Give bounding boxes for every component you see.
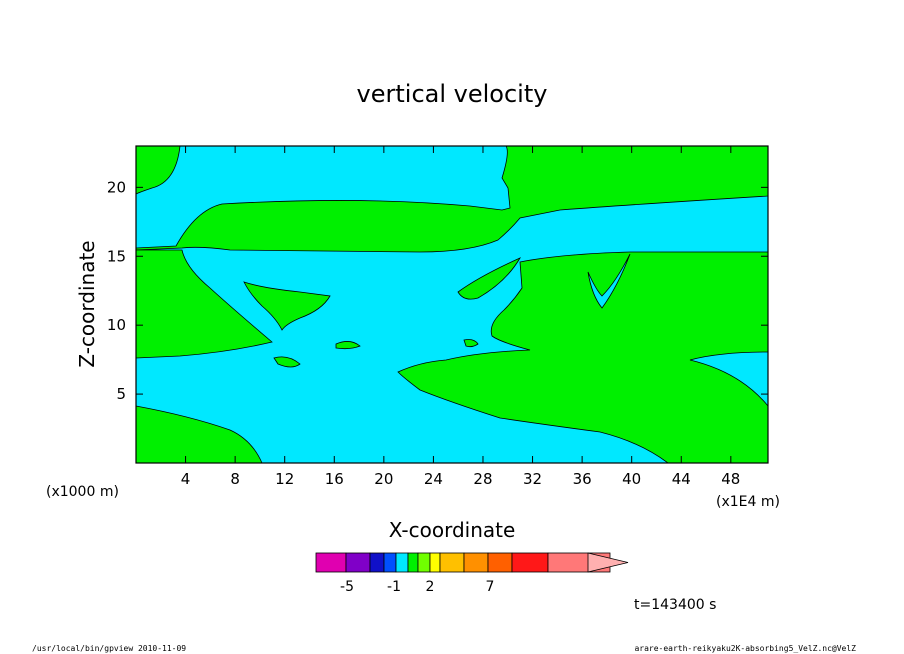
plot-frame (135, 145, 769, 464)
x-tick-label: 20 (374, 470, 393, 488)
y-ticks: 5 10 15 20 (107, 178, 768, 403)
colorbar-segment (315, 552, 347, 573)
colorbar-segment (407, 552, 419, 573)
colorbar-segment (429, 552, 441, 573)
colorbar-segment (463, 552, 489, 573)
positive-region-right-body (397, 251, 768, 463)
x-tick-label: 24 (424, 470, 443, 488)
y-tick-label: 15 (107, 247, 126, 265)
positive-region-small-blob-3 (463, 339, 479, 348)
x-tick-label: 36 (573, 470, 592, 488)
x-ticks: 4 8 12 16 20 24 28 32 36 40 44 48 (181, 146, 740, 488)
colorbar-segment (395, 552, 409, 573)
colorbar-segment (383, 552, 397, 573)
positive-region-upper-band (136, 146, 768, 253)
x-tick-label: 44 (672, 470, 691, 488)
x-axis-label: X-coordinate (389, 518, 516, 542)
y-tick-label: 5 (116, 385, 126, 403)
colorbar-tick-label: 7 (486, 579, 495, 595)
colorbar-segment (345, 552, 371, 573)
negative-region-v-notch (587, 253, 631, 309)
footer-right: arare-earth-reikyaku2K-absorbing5_VelZ.n… (634, 644, 856, 653)
time-label: t=143400 s (634, 597, 716, 613)
x-tick-label: 48 (721, 470, 740, 488)
x-unit-note: (x1E4 m) (716, 494, 780, 510)
x-tick-label: 16 (325, 470, 344, 488)
x-tick-label: 32 (523, 470, 542, 488)
x-tick-label: 12 (275, 470, 294, 488)
y-tick-label: 20 (107, 178, 126, 196)
colorbar-tick-label: 2 (426, 579, 435, 595)
chart-title: vertical velocity (357, 80, 548, 108)
colorbar-arrow (587, 552, 629, 573)
colorbar-tick-labels: -5 -1 2 7 (340, 579, 494, 595)
positive-region-small-blob-1 (273, 356, 301, 368)
z-unit-note: (x1000 m) (46, 484, 119, 500)
contour-field (136, 146, 768, 463)
colorbar-segment (369, 552, 385, 573)
colorbar-segment (487, 552, 513, 573)
y-tick-label: 10 (107, 316, 126, 334)
colorbar-segment (439, 552, 465, 573)
colorbar-segment (417, 552, 431, 573)
x-tick-label: 4 (181, 470, 191, 488)
x-tick-label: 8 (230, 470, 240, 488)
x-tick-label: 40 (622, 470, 641, 488)
positive-region-left-lobe (243, 281, 331, 331)
positive-region-left-middle (136, 249, 273, 359)
y-axis-label: Z-coordinate (75, 240, 99, 367)
positive-region-center-sliver (457, 257, 521, 300)
positive-region-small-blob-2 (335, 341, 361, 350)
colorbar-segment (511, 552, 549, 573)
footer-left: /usr/local/bin/gpview 2010-11-09 (32, 644, 186, 653)
x-tick-label: 28 (473, 470, 492, 488)
positive-region-lower-left (136, 405, 263, 463)
positive-region-upper-left (136, 146, 181, 195)
colorbar (315, 552, 629, 573)
colorbar-tick-label: -1 (387, 579, 401, 595)
colorbar-tick-label: -5 (340, 579, 354, 595)
